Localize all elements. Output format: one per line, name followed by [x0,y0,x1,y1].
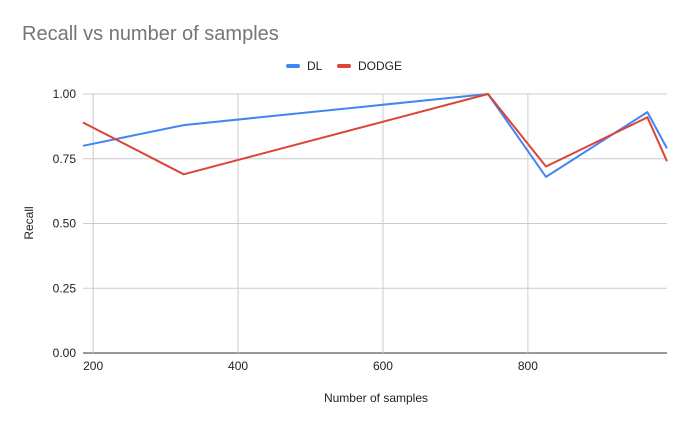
y-tick-label: 0.00 [53,346,77,360]
x-axis-title: Number of samples [324,391,428,405]
legend: DL DODGE [286,59,402,73]
series-line-dodge [82,93,668,176]
x-tick-label: 200 [83,359,103,373]
x-tick-label: 600 [373,359,393,373]
x-axis-ticks: 200 400 600 800 [83,359,538,373]
y-tick-label: 0.75 [53,152,77,166]
series-lines [82,93,668,178]
y-axis-title: Recall [22,206,36,239]
y-tick-label: 1.00 [53,87,77,101]
legend-swatch-dodge [337,64,351,68]
y-tick-label: 0.50 [53,217,77,231]
y-tick-label: 0.25 [53,281,77,295]
y-axis-ticks: 0.00 0.25 0.50 0.75 1.00 [53,87,77,360]
legend-label: DL [307,59,323,73]
x-tick-label: 400 [228,359,248,373]
legend-swatch-dl [286,64,300,68]
chart-title: Recall vs number of samples [22,23,279,45]
gridlines [83,93,667,354]
legend-label: DODGE [358,59,402,73]
series-line-dl [82,93,668,178]
x-tick-label: 800 [518,359,538,373]
